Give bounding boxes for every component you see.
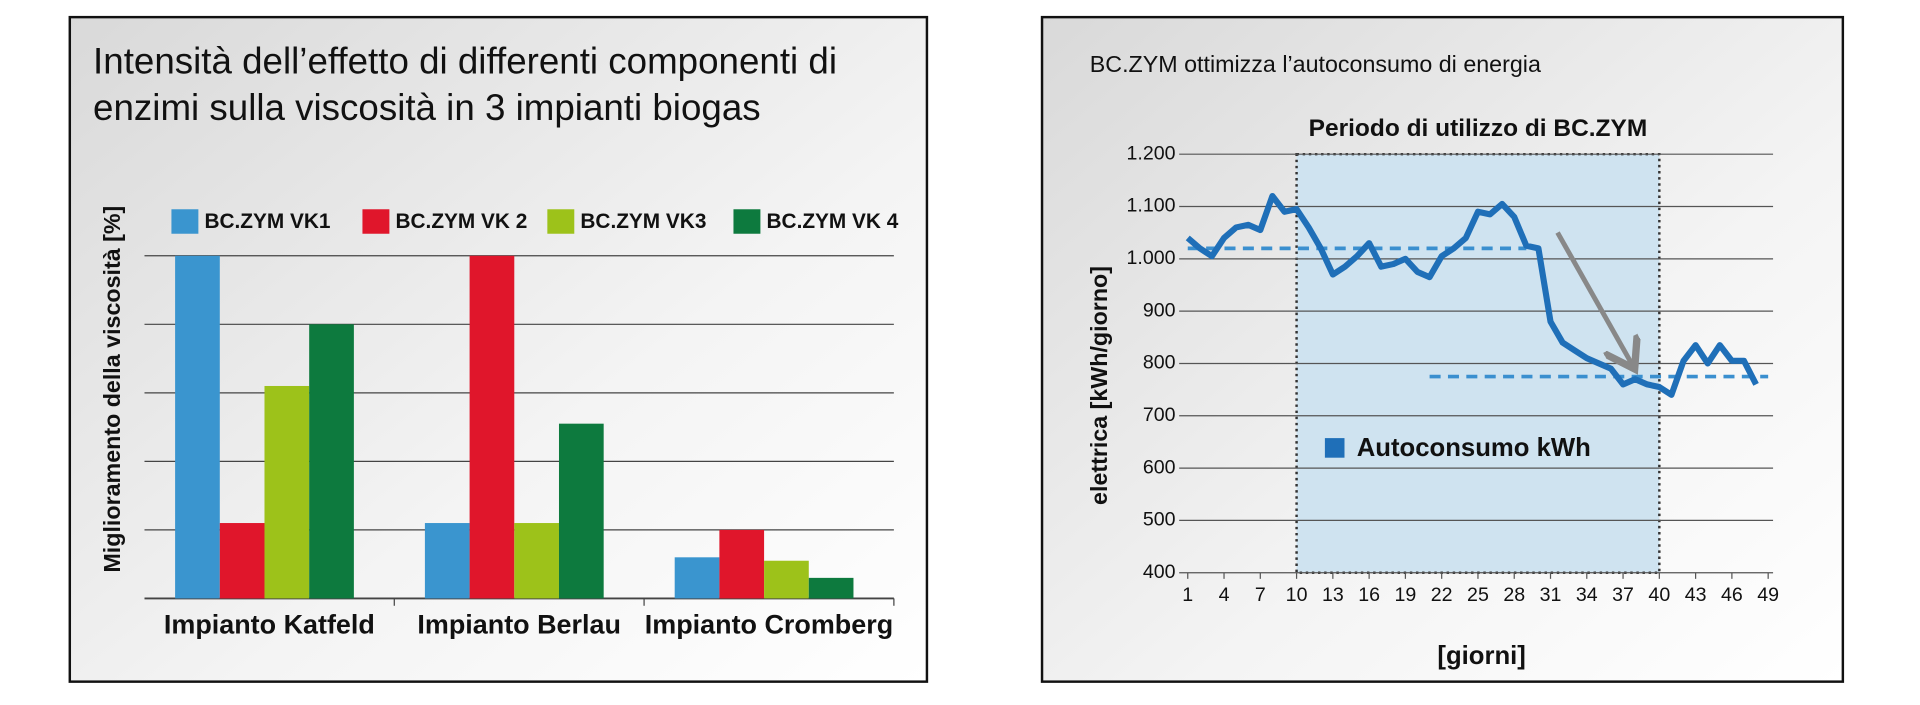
bar <box>514 523 559 599</box>
x-tick-label: 28 <box>1503 584 1525 606</box>
bar <box>309 324 354 599</box>
x-tick-label: 13 <box>1322 584 1344 606</box>
x-axis-title: [giorni] <box>1437 642 1525 670</box>
y-tick-label: 1.000 <box>1126 247 1175 269</box>
x-tick-label: 22 <box>1431 584 1453 606</box>
bar <box>175 255 220 599</box>
y-axis-title: Miglioramento della viscosità [%] <box>99 206 125 573</box>
legend-swatch <box>171 209 199 234</box>
x-tick-label: 4 <box>1219 584 1230 606</box>
y-tick-label: 1.100 <box>1126 195 1175 217</box>
x-tick-label: Impianto Berlau <box>417 610 621 640</box>
bar <box>219 523 265 599</box>
x-tick-label: Impianto Katfeld <box>164 610 375 640</box>
chart-title: Intensità dell’effetto di differenti com… <box>93 40 837 81</box>
legend-label: BC.ZYM VK 4 <box>767 210 899 233</box>
x-tick-label: 40 <box>1648 584 1670 606</box>
highlight-label: Periodo di utilizzo di BC.ZYM <box>1309 115 1648 142</box>
bar <box>808 577 854 599</box>
x-tick-label: 37 <box>1612 584 1634 606</box>
bar <box>719 529 765 599</box>
legend-swatch <box>547 209 575 234</box>
legend-label: BC.ZYM VK3 <box>580 210 706 233</box>
y-axis-title: elettrica [kWh/giorno] <box>1086 266 1112 505</box>
x-tick-label: 46 <box>1721 584 1743 606</box>
data-line <box>1185 192 1759 398</box>
legend-label: BC.ZYM VK 2 <box>396 210 528 233</box>
y-tick-label: 700 <box>1143 404 1176 426</box>
y-tick-label: 400 <box>1143 561 1176 583</box>
x-tick-label: 31 <box>1540 584 1562 606</box>
legend-swatch <box>362 209 390 234</box>
y-tick-label: 900 <box>1143 299 1176 321</box>
legend-label: Autoconsumo kWh <box>1357 434 1591 462</box>
bar <box>764 560 809 599</box>
x-tick-label: 43 <box>1685 584 1707 606</box>
x-tick-label: Impianto Cromberg <box>645 610 893 640</box>
bar <box>469 255 515 599</box>
chart-title: BC.ZYM ottimizza l’autoconsumo di energi… <box>1090 51 1541 77</box>
bar <box>424 523 470 599</box>
y-tick-label: 1.200 <box>1126 142 1175 164</box>
legend-swatch <box>1324 438 1345 458</box>
x-tick-label: 25 <box>1467 584 1489 606</box>
y-tick-label: 500 <box>1143 509 1176 531</box>
legend-label: BC.ZYM VK1 <box>204 210 330 233</box>
bar <box>674 557 720 599</box>
bar <box>264 385 310 599</box>
x-tick-label: 7 <box>1255 584 1266 606</box>
chart-title: enzimi sulla viscosità in 3 impianti bio… <box>93 87 761 128</box>
y-tick-label: 600 <box>1143 456 1176 478</box>
x-tick-label: 1 <box>1182 584 1193 606</box>
y-tick-label: 800 <box>1143 352 1176 374</box>
x-tick-label: 34 <box>1576 584 1598 606</box>
x-tick-label: 10 <box>1286 584 1308 606</box>
trend-arrow <box>1555 231 1633 365</box>
x-tick-label: 16 <box>1358 584 1380 606</box>
bar <box>558 423 604 599</box>
x-tick-label: 19 <box>1395 584 1417 606</box>
legend-swatch <box>733 209 761 234</box>
x-tick-label: 49 <box>1757 584 1779 606</box>
